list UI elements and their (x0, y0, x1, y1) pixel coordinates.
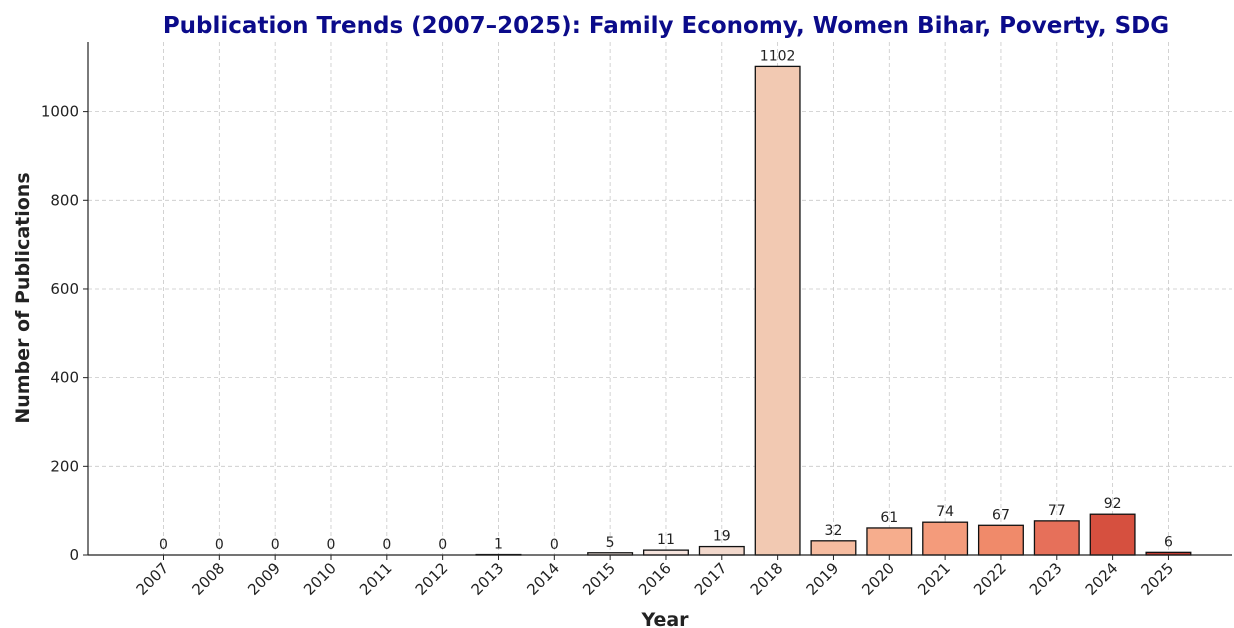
bar (642, 549, 689, 556)
y-axis-label: Number of Publications (12, 172, 34, 423)
x-tick-label: 2025 (1138, 559, 1178, 599)
x-tick-label: 2009 (244, 559, 284, 599)
data-label: 1 (494, 537, 503, 553)
x-tick-label: 2018 (747, 559, 787, 599)
bar (810, 540, 857, 556)
data-label: 77 (1048, 503, 1066, 519)
data-label: 1102 (760, 48, 796, 64)
y-tick-label: 200 (50, 457, 79, 475)
y-tick-label: 600 (50, 280, 79, 298)
x-tick-label: 2023 (1026, 559, 1066, 599)
x-tick-label: 2019 (803, 559, 843, 599)
data-label: 5 (606, 535, 615, 551)
x-tick-label: 2021 (914, 559, 954, 599)
bar (1089, 513, 1136, 556)
data-label: 11 (657, 532, 675, 548)
data-label: 0 (215, 537, 224, 553)
x-tick-label: 2007 (133, 559, 173, 599)
x-axis-label: Year (640, 609, 689, 628)
x-tick-label: 2016 (635, 559, 675, 599)
x-tick-label: 2014 (523, 559, 563, 599)
bar (922, 521, 969, 556)
bar (754, 65, 801, 556)
data-label: 92 (1104, 496, 1122, 512)
x-tick-label: 2020 (858, 559, 898, 599)
bar (866, 527, 913, 556)
x-tick-label: 2010 (300, 559, 340, 599)
x-tick-label: 2013 (468, 559, 508, 599)
x-tick-label: 2012 (412, 559, 452, 599)
data-label: 6 (1164, 534, 1173, 550)
x-tick-label: 2017 (691, 559, 731, 599)
x-tick-label: 2008 (188, 559, 228, 599)
x-tick-label: 2024 (1082, 559, 1122, 599)
data-label: 32 (825, 523, 843, 539)
x-tick-label: 2015 (579, 559, 619, 599)
data-label: 19 (713, 529, 731, 545)
bar (977, 524, 1024, 556)
data-label: 0 (382, 537, 391, 553)
x-tick-label: 2022 (970, 559, 1010, 599)
chart-title: Publication Trends (2007–2025): Family E… (163, 13, 1169, 39)
bar (1033, 520, 1080, 556)
data-label: 0 (327, 537, 336, 553)
data-label: 67 (992, 507, 1010, 523)
data-label: 74 (936, 504, 954, 520)
y-tick-label: 400 (50, 369, 79, 387)
bar (698, 545, 745, 556)
data-label: 0 (271, 537, 280, 553)
data-label: 0 (438, 537, 447, 553)
x-tick-label: 2011 (356, 559, 396, 599)
y-tick-label: 1000 (41, 103, 79, 121)
y-tick-label: 0 (69, 546, 79, 564)
y-tick-label: 800 (50, 191, 79, 209)
data-label: 61 (880, 510, 898, 526)
data-label: 0 (550, 537, 559, 553)
data-label: 0 (159, 537, 168, 553)
